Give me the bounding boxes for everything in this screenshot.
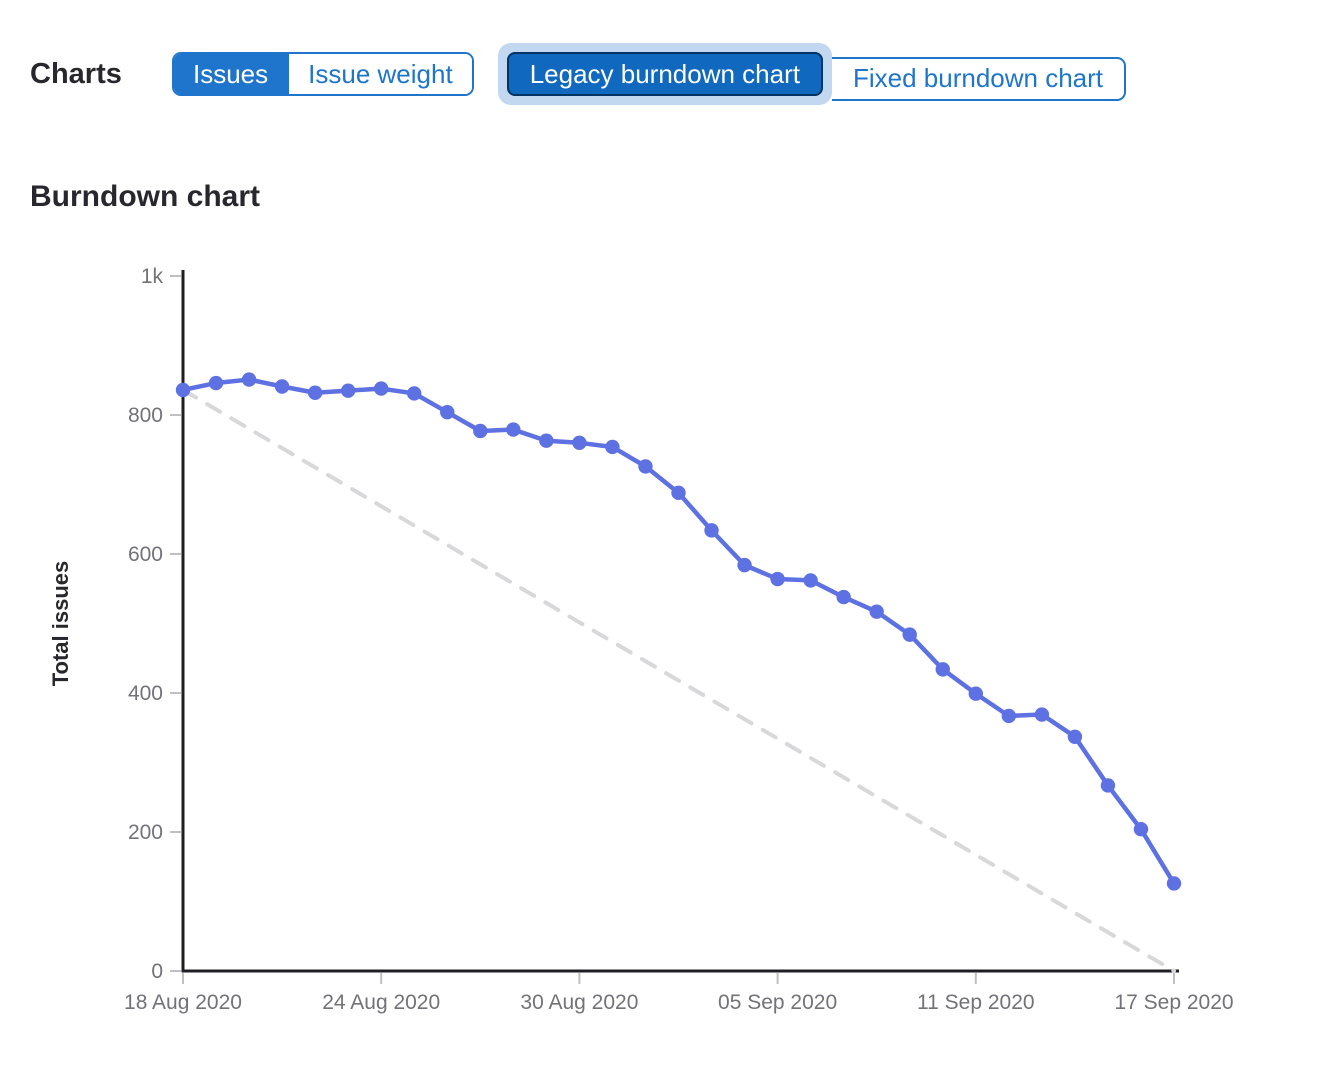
data-point[interactable] [374, 381, 389, 396]
y-tick-label: 400 [128, 682, 163, 705]
ideal-burndown-line [181, 387, 1176, 973]
data-point[interactable] [803, 573, 818, 588]
issues-toggle-button[interactable]: Issues [174, 54, 288, 94]
legacy-button-focus-ring: Legacy burndown chart [497, 43, 832, 105]
data-point[interactable] [407, 386, 422, 401]
data-point[interactable] [935, 662, 950, 677]
data-point[interactable] [274, 379, 290, 394]
y-tick-label: 800 [128, 404, 163, 427]
burndown-chart-canvas: 0 200 400 600 800 1k 18 Aug 2020 24 Aug 2020 30 … [48, 265, 1234, 1014]
issue-type-toggle-group: Issues Issue weight [172, 52, 474, 96]
data-point[interactable] [1100, 778, 1116, 793]
data-point[interactable] [770, 571, 785, 587]
y-tick-label: 1k [141, 265, 164, 288]
x-tick-label: 30 Aug 2020 [520, 991, 638, 1014]
data-point[interactable] [704, 523, 719, 538]
x-tick-label: 11 Sep 2020 [917, 991, 1035, 1014]
data-point[interactable] [208, 375, 224, 391]
y-axis-title: Total issues [48, 561, 73, 687]
data-point[interactable] [1001, 708, 1017, 724]
data-point[interactable] [638, 459, 653, 474]
x-tick-label: 18 Aug 2020 [124, 991, 242, 1014]
burndown-chart: 0 200 400 600 800 1k 18 Aug 2020 24 Aug 2020 30 … [0, 244, 1326, 1044]
data-point[interactable] [440, 405, 455, 420]
data-point[interactable] [1034, 707, 1050, 722]
y-tick-label: 0 [151, 960, 163, 983]
fixed-burndown-chart-button[interactable]: Fixed burndown chart [831, 56, 1127, 101]
x-tick-label: 17 Sep 2020 [1114, 991, 1233, 1014]
x-tick-label: 24 Aug 2020 [322, 991, 440, 1014]
data-point[interactable] [1133, 822, 1149, 837]
charts-label: Charts [30, 57, 122, 90]
data-point[interactable] [241, 372, 257, 387]
data-point[interactable] [869, 604, 884, 619]
data-point[interactable] [836, 589, 851, 605]
data-point[interactable] [473, 423, 488, 439]
actual-burndown-line [180, 377, 1177, 886]
data-point[interactable] [539, 433, 554, 448]
data-point[interactable] [1067, 729, 1083, 744]
data-point[interactable] [968, 686, 983, 701]
data-point[interactable] [605, 439, 620, 455]
data-point[interactable] [572, 435, 587, 450]
data-point[interactable] [737, 557, 752, 573]
data-point[interactable] [175, 382, 191, 398]
data-point[interactable] [1166, 876, 1182, 891]
page-title: Burndown chart [30, 180, 260, 213]
charts-toolbar: Charts Issues Issue weight Legacy burndo… [30, 42, 1326, 106]
y-tick-label: 200 [128, 821, 163, 844]
data-point[interactable] [671, 485, 686, 501]
issue-weight-toggle-button[interactable]: Issue weight [287, 54, 472, 94]
data-point[interactable] [506, 422, 521, 437]
legacy-burndown-chart-button[interactable]: Legacy burndown chart [506, 52, 823, 96]
y-tick-label: 600 [128, 543, 163, 566]
data-point[interactable] [902, 627, 917, 642]
x-tick-label: 05 Sep 2020 [718, 991, 837, 1014]
data-point[interactable] [340, 383, 356, 398]
data-point[interactable] [307, 385, 323, 400]
